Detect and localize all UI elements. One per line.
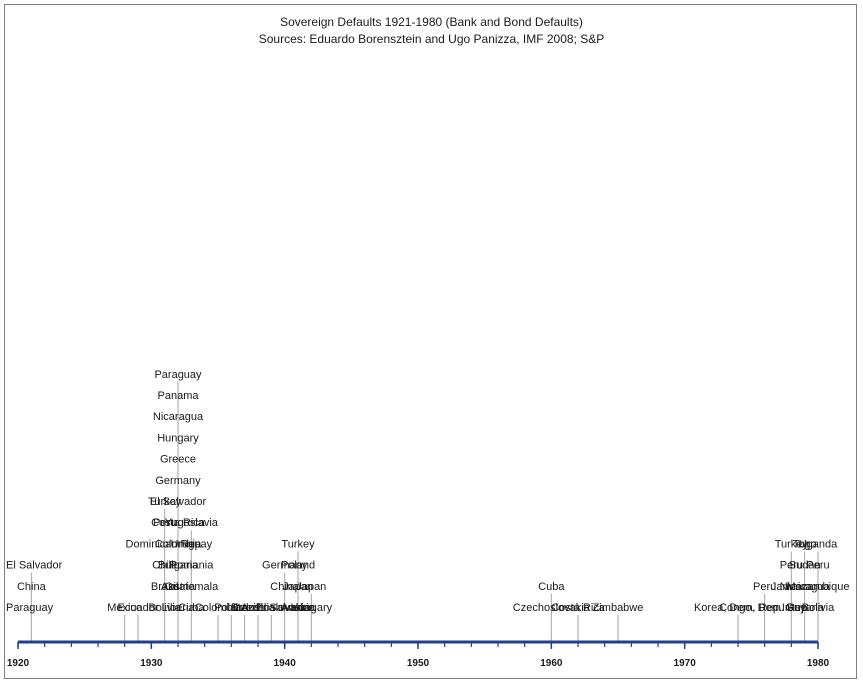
- country-label: Togo: [793, 538, 817, 550]
- country-label: Hungary: [157, 432, 199, 444]
- country-label: Uganda: [799, 538, 838, 550]
- country-label: Poland: [214, 602, 248, 614]
- country-label: Cuba: [538, 581, 565, 593]
- chart-title-block: Sovereign Defaults 1921-1980 (Bank and B…: [0, 14, 863, 48]
- country-label: Hungary: [291, 602, 333, 614]
- country-label: Bulgaria: [158, 560, 199, 572]
- country-label: Austria: [241, 602, 276, 614]
- country-label: Peru: [806, 560, 829, 572]
- country-label: Colombia: [195, 602, 242, 614]
- country-label: Bolivia: [148, 602, 181, 614]
- country-label: Sudan: [789, 560, 821, 572]
- x-tick-label: 1920: [7, 658, 30, 669]
- country-label: Japan: [283, 581, 313, 593]
- country-label: Germany: [262, 560, 308, 572]
- country-label: Czechoslovakia: [513, 602, 591, 614]
- country-label: Nicaragua: [153, 411, 204, 423]
- country-label: Cuba: [178, 602, 205, 614]
- country-label: Liberia: [161, 602, 195, 614]
- x-tick-label: 1960: [540, 658, 563, 669]
- country-label: Congo, Dem. Rep.: [719, 602, 810, 614]
- country-label: Costa Rica: [151, 517, 206, 529]
- country-label: Paraguay: [154, 369, 202, 381]
- chart-title: Sovereign Defaults 1921-1980 (Bank and B…: [280, 15, 583, 29]
- country-label: Greece: [160, 454, 196, 466]
- country-label: Uruguay: [171, 538, 213, 550]
- country-label: Poland: [281, 560, 315, 572]
- x-tick-label: 1950: [407, 658, 430, 669]
- country-label: Brazil: [151, 581, 179, 593]
- country-label: Brazil: [231, 602, 259, 614]
- x-tick-label: 1980: [807, 658, 830, 669]
- country-label: Dominican Rep.: [126, 538, 204, 550]
- x-tick-label: 1940: [274, 658, 297, 669]
- country-label: Guyana: [785, 602, 824, 614]
- country-label: Nicaragua: [780, 581, 831, 593]
- country-label: Turkey: [775, 538, 809, 550]
- country-label: Mexico: [107, 602, 142, 614]
- country-label: Romania: [169, 560, 214, 572]
- country-label: Costa Rica: [551, 602, 606, 614]
- country-label: Czechoslovakia: [233, 602, 311, 614]
- country-label: Turkey: [148, 496, 182, 508]
- country-label: Peru: [780, 560, 803, 572]
- country-label: Mozambique: [787, 581, 850, 593]
- country-label: Peru: [153, 517, 176, 529]
- x-tick-label: 1930: [140, 658, 163, 669]
- country-label: Colombia: [155, 538, 202, 550]
- country-label: Korea, Dem. Rep.: [694, 602, 782, 614]
- country-label: China: [17, 581, 47, 593]
- country-label: Iran: [782, 602, 801, 614]
- country-label: Zimbabwe: [593, 602, 644, 614]
- country-label: El Salvador: [150, 496, 207, 508]
- country-label: Austria: [281, 602, 316, 614]
- country-label: Panama: [158, 390, 200, 402]
- country-label: Ecuador: [118, 602, 159, 614]
- country-label: Germany: [155, 475, 201, 487]
- country-label: Austria: [161, 581, 196, 593]
- country-label: Yugoslavia: [165, 517, 219, 529]
- country-label: Turkey: [281, 538, 315, 550]
- chart-frame: [4, 4, 857, 679]
- country-label: Japan: [296, 581, 326, 593]
- country-label: China: [270, 581, 300, 593]
- country-label: Chile: [152, 560, 177, 572]
- country-label: Guatemala: [164, 581, 219, 593]
- country-label: El Salvador: [6, 560, 63, 572]
- country-label: Paraguay: [6, 602, 54, 614]
- x-tick-label: 1970: [674, 658, 697, 669]
- country-label: Peru: [753, 581, 776, 593]
- country-label: Jamaica: [771, 581, 813, 593]
- country-label: El Salvador: [257, 602, 314, 614]
- chart-subtitle: Sources: Eduardo Borensztein and Ugo Pan…: [258, 32, 605, 46]
- country-label: Bolivia: [802, 602, 835, 614]
